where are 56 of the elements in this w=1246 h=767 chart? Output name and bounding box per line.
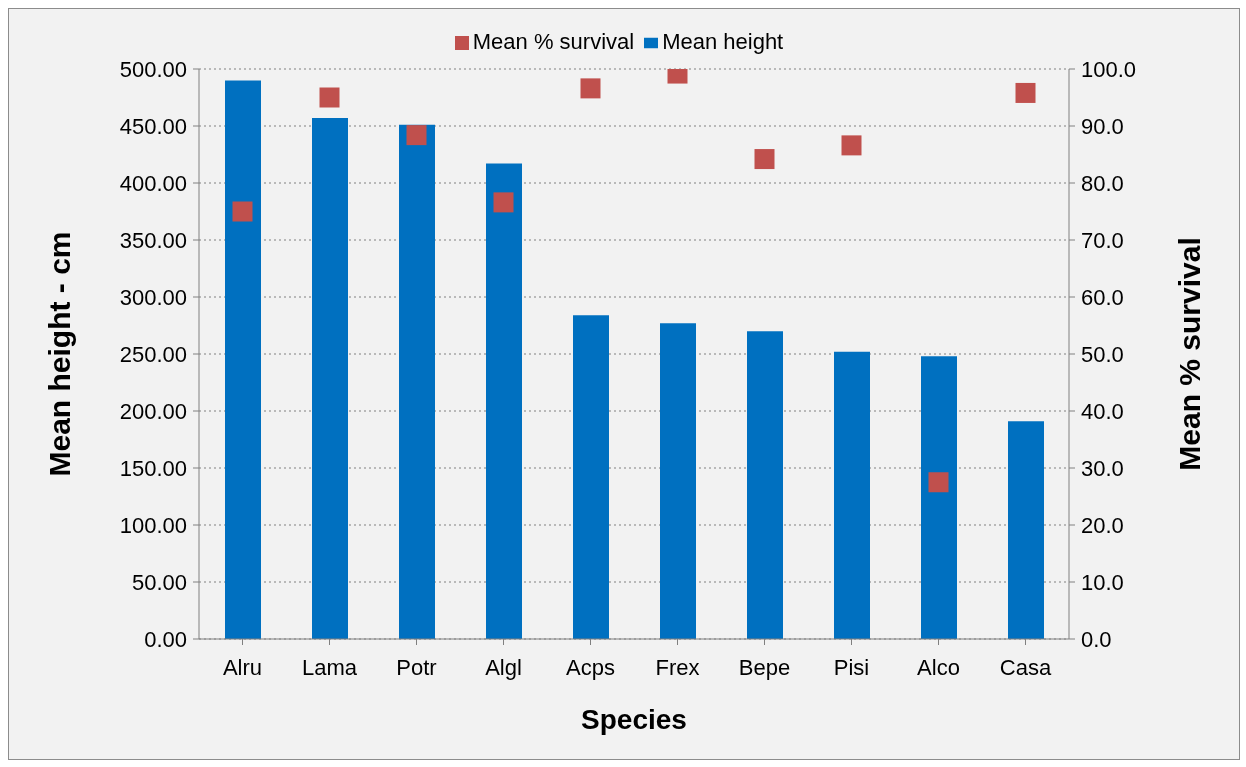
y-tick-label: 0.00 — [144, 626, 187, 652]
point — [754, 149, 775, 170]
y2-tick-label: 10.0 — [1081, 569, 1124, 595]
x-axis-title: Species — [581, 704, 687, 735]
x-tick-label: Potr — [396, 654, 437, 680]
bar — [921, 356, 957, 639]
y-tick-label: 400.00 — [119, 170, 187, 196]
y-tick-label: 200.00 — [119, 398, 187, 424]
x-tick-label: Algl — [485, 654, 522, 680]
y2-tick-label: 50.0 — [1081, 341, 1124, 367]
y2-tick-label: 100.0 — [1081, 56, 1137, 82]
y2-tick-label: 40.0 — [1081, 398, 1124, 424]
bar — [834, 351, 870, 639]
bar — [747, 331, 783, 639]
bar — [1008, 421, 1044, 639]
x-tick-label: Bepe — [738, 654, 791, 680]
x-tick-label: Alco — [917, 654, 960, 680]
y-tick-label: 150.00 — [119, 455, 187, 481]
bar — [399, 124, 435, 639]
y2-tick-label: 0.0 — [1081, 626, 1112, 652]
point — [232, 201, 253, 222]
y2-tick-label: 60.0 — [1081, 284, 1124, 310]
y2-tick-label: 90.0 — [1081, 113, 1124, 139]
y-tick-label: 100.00 — [119, 512, 187, 538]
bar — [573, 315, 609, 639]
x-tick-label: Acps — [566, 654, 615, 680]
point — [319, 87, 340, 108]
y-tick-label: 300.00 — [119, 284, 187, 310]
bar — [225, 80, 261, 639]
x-tick-label: Casa — [999, 654, 1052, 680]
y-tick-label: 500.00 — [119, 56, 187, 82]
x-tick-label: Alru — [222, 654, 263, 680]
y2-tick-label: 80.0 — [1081, 170, 1124, 196]
y-tick-label: 250.00 — [119, 341, 187, 367]
x-tick-label: Frex — [655, 654, 700, 680]
y-tick-label: 50.00 — [131, 569, 187, 595]
point — [493, 192, 514, 213]
bar — [312, 118, 348, 639]
legend-label: Mean % survival — [472, 29, 635, 54]
y-tick-label: 350.00 — [119, 227, 187, 253]
legend-label: Mean height — [662, 29, 784, 54]
y-axis-title: Mean height - cm — [42, 231, 76, 477]
bar — [660, 323, 696, 639]
point — [580, 78, 601, 99]
point — [1015, 82, 1036, 103]
y2-tick-label: 30.0 — [1081, 455, 1124, 481]
x-tick-label: Lama — [301, 654, 358, 680]
y2-tick-label: 20.0 — [1081, 512, 1124, 538]
x-tick-label: Pisi — [833, 654, 870, 680]
point — [841, 135, 862, 156]
point — [928, 472, 949, 493]
bar — [486, 163, 522, 639]
y-tick-label: 450.00 — [119, 113, 187, 139]
y2-tick-label: 70.0 — [1081, 227, 1124, 253]
y2-axis-title: Mean % survival — [1172, 237, 1206, 471]
point — [406, 125, 427, 146]
